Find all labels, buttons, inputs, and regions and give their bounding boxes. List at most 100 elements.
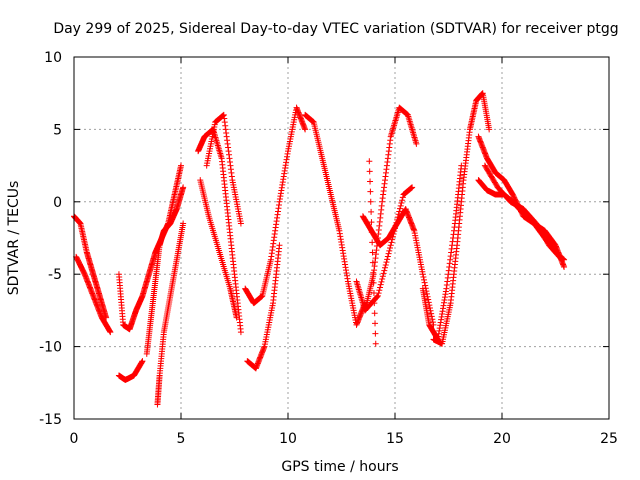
data-point [423, 290, 430, 297]
x-tick-label: 5 [177, 431, 186, 447]
data-point [371, 300, 378, 307]
data-point [377, 284, 384, 291]
series-trace-8 [197, 177, 240, 321]
data-point [394, 216, 401, 223]
data-point [387, 242, 394, 249]
data-point [399, 197, 406, 204]
data-point [381, 267, 388, 274]
data-point [379, 276, 386, 283]
x-tick-label: 0 [70, 431, 79, 447]
data-point [385, 250, 392, 257]
data-point [367, 178, 374, 185]
data-point [383, 259, 390, 266]
data-point [180, 220, 187, 227]
data-point [302, 126, 309, 133]
data-point [391, 228, 398, 235]
data-point [372, 340, 379, 347]
series-trace-5 [143, 184, 187, 357]
data-point [382, 261, 389, 268]
data-point [389, 236, 396, 243]
y-tick-label: -10 [39, 340, 62, 356]
series-trace-4 [115, 358, 146, 383]
data-point [107, 329, 114, 336]
series-trace-11 [244, 242, 283, 372]
data-point [399, 194, 406, 201]
y-tick-label: 0 [53, 195, 62, 211]
data-point [558, 255, 565, 262]
series-trace-15 [353, 184, 416, 314]
data-point [377, 281, 384, 288]
data-point [422, 282, 429, 289]
series-trace-2 [73, 253, 114, 336]
data-point [396, 208, 403, 215]
data-point [276, 242, 283, 249]
y-tick-label: 10 [44, 50, 62, 66]
series-trace-10 [242, 104, 309, 307]
data-point [382, 264, 389, 271]
data-point [366, 168, 373, 175]
series-trace-12 [302, 111, 369, 328]
y-tick-label: -5 [48, 267, 62, 283]
data-point [233, 314, 240, 321]
data-point [370, 279, 377, 286]
axis-ticks: 0 5 10 15 20 25 -15 -10 -5 0 5 10 [39, 50, 618, 447]
series-trace-1 [71, 213, 110, 321]
plot-frame [73, 56, 610, 420]
data-point [429, 319, 436, 326]
data-point [409, 184, 416, 191]
data-point [420, 274, 427, 281]
data-point [367, 188, 374, 195]
data-point [561, 263, 568, 270]
series-trace-9 [203, 111, 244, 227]
data-point [370, 269, 377, 276]
data-point [386, 247, 393, 254]
data-point [419, 271, 426, 278]
data-point [178, 162, 184, 169]
data-point [426, 304, 433, 311]
data-point [139, 358, 146, 365]
series-trace-7 [195, 126, 244, 336]
data-point [367, 198, 374, 205]
data-point [396, 205, 403, 212]
y-tick-label: 5 [53, 122, 62, 138]
data-point [237, 329, 244, 336]
y-tick-label: -15 [39, 412, 62, 428]
data-point [387, 245, 394, 252]
data-point [421, 279, 428, 286]
data-point [372, 330, 379, 337]
data-point [380, 270, 387, 277]
data-point [392, 222, 399, 229]
data-point [376, 287, 383, 294]
data-point [384, 256, 391, 263]
data-point [389, 233, 396, 240]
data-point [393, 219, 400, 226]
series-trace-18 [419, 162, 465, 343]
data-point [388, 239, 395, 246]
series-trace-16 [366, 158, 379, 347]
data-point [486, 126, 493, 133]
x-tick-label: 20 [493, 431, 511, 447]
data-point [384, 253, 391, 260]
data-point [558, 256, 565, 263]
data-point [370, 290, 377, 297]
data-point [428, 310, 435, 317]
data-point [369, 259, 376, 266]
data-point [368, 229, 375, 236]
data-point [395, 211, 402, 218]
x-axis-label: GPS time / hours [281, 459, 398, 475]
data-point [458, 162, 465, 169]
grid-layer [74, 57, 609, 419]
data-point [366, 158, 373, 165]
data-point [180, 184, 187, 191]
data-point [421, 276, 428, 283]
data-point [374, 292, 381, 299]
series-trace-13 [362, 104, 420, 314]
series-trace-17 [430, 90, 493, 347]
series-trace-14 [359, 206, 437, 328]
data-point [372, 320, 379, 327]
data-point [369, 239, 376, 246]
data-point [368, 219, 375, 226]
series-trace-3 [115, 162, 184, 333]
data-point [394, 214, 401, 221]
